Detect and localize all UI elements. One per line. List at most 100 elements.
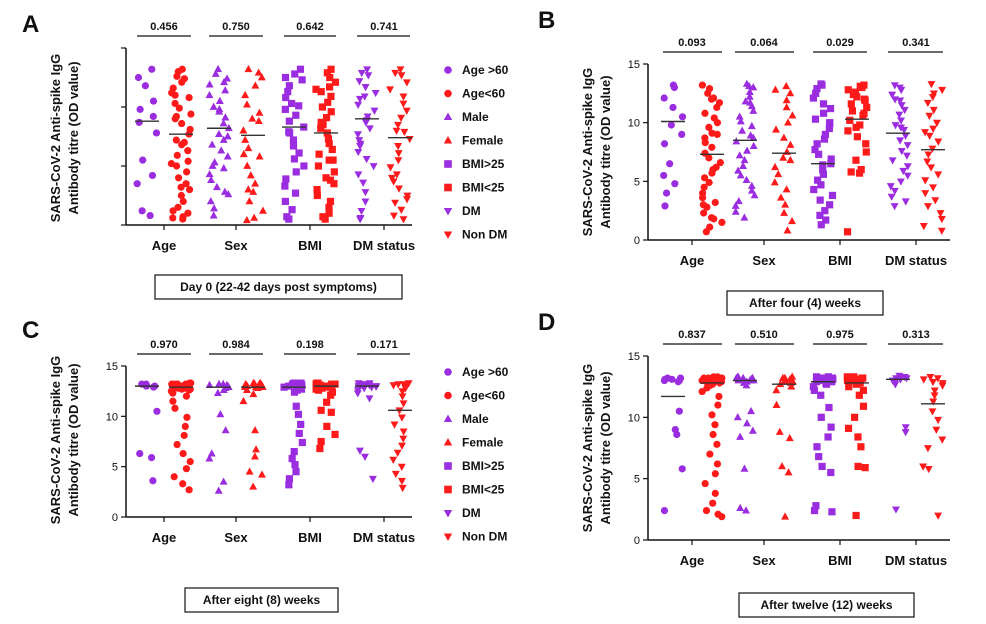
data-point <box>919 463 928 471</box>
data-point <box>243 100 251 108</box>
data-point <box>897 124 905 132</box>
data-point <box>705 123 713 131</box>
data-point <box>171 91 179 99</box>
data-point <box>285 215 293 223</box>
data-point <box>827 376 835 385</box>
data-point <box>248 114 257 122</box>
data-point <box>244 143 253 152</box>
data-point <box>327 108 335 116</box>
data-point <box>809 94 817 102</box>
data-point <box>288 380 297 388</box>
data-point <box>244 185 253 193</box>
data-point <box>182 392 191 400</box>
data-point <box>820 135 829 143</box>
data-point <box>312 85 320 93</box>
y-tick-label: 5 <box>112 462 118 474</box>
p-value: 0.750 <box>222 21 250 33</box>
data-point <box>853 93 861 101</box>
data-point <box>890 203 899 211</box>
data-point <box>781 512 790 520</box>
y-tick-label: 5 <box>634 176 640 188</box>
data-point <box>328 145 336 154</box>
data-point <box>901 198 910 206</box>
legend-label: Age >60 <box>462 365 509 379</box>
data-point <box>937 227 946 235</box>
data-point <box>678 113 687 121</box>
data-point <box>394 150 403 158</box>
data-point <box>810 506 819 515</box>
data-point <box>325 203 333 211</box>
data-point <box>713 460 722 468</box>
data-point <box>855 391 863 399</box>
category-label: Age <box>680 253 705 268</box>
data-point <box>365 125 374 133</box>
data-point <box>862 148 870 156</box>
data-point <box>932 426 941 434</box>
data-point <box>179 449 187 458</box>
data-point <box>223 152 232 160</box>
category-label: Age <box>152 238 177 253</box>
data-point <box>891 381 900 389</box>
data-point <box>220 187 229 195</box>
data-point <box>824 373 832 381</box>
data-point <box>678 465 686 473</box>
data-point <box>323 69 331 77</box>
data-point <box>323 422 331 430</box>
data-point <box>718 513 726 521</box>
data-point <box>706 450 714 458</box>
data-point <box>389 382 398 390</box>
data-point <box>776 379 785 388</box>
data-point <box>783 226 792 234</box>
data-point <box>701 139 709 147</box>
data-point <box>391 470 400 479</box>
data-point <box>825 403 833 412</box>
data-point <box>152 129 161 137</box>
data-point <box>317 406 325 414</box>
category-label: Sex <box>752 253 776 268</box>
data-point <box>924 465 933 474</box>
data-point <box>281 73 290 82</box>
data-point <box>219 135 228 143</box>
y-axis-label: Antibody titre (OD value) <box>598 75 613 228</box>
y-tick-label: 0 <box>634 535 640 547</box>
data-point <box>244 64 253 73</box>
data-point <box>209 102 218 110</box>
data-point <box>929 398 938 406</box>
data-point <box>249 389 258 398</box>
data-point <box>713 440 721 448</box>
legend-marker <box>443 112 453 121</box>
data-point <box>355 95 364 104</box>
data-point <box>219 477 228 485</box>
data-point <box>331 78 340 86</box>
data-point <box>370 107 379 115</box>
data-point <box>314 386 323 394</box>
data-point <box>282 175 290 183</box>
data-point <box>818 462 826 470</box>
panel-letter: A <box>22 11 39 38</box>
data-point <box>863 103 871 112</box>
data-point <box>241 135 250 143</box>
data-point <box>859 386 868 394</box>
data-point <box>828 508 836 516</box>
data-point <box>295 429 303 438</box>
data-point <box>855 169 864 177</box>
data-point <box>399 100 408 108</box>
data-point <box>285 117 293 125</box>
p-value: 0.975 <box>826 329 854 341</box>
data-point <box>925 132 934 140</box>
data-point <box>250 213 259 221</box>
category-label: Sex <box>224 530 248 545</box>
legend-label: BMI>25 <box>462 459 505 473</box>
data-point <box>934 138 943 146</box>
data-point <box>782 185 791 193</box>
data-point <box>281 182 289 190</box>
data-point <box>923 99 932 108</box>
data-point <box>740 155 749 164</box>
data-point <box>927 164 936 172</box>
data-point <box>822 216 830 224</box>
data-point <box>775 427 784 435</box>
data-point <box>933 375 942 383</box>
data-point <box>169 397 177 405</box>
data-point <box>852 156 860 164</box>
data-point <box>209 211 218 219</box>
